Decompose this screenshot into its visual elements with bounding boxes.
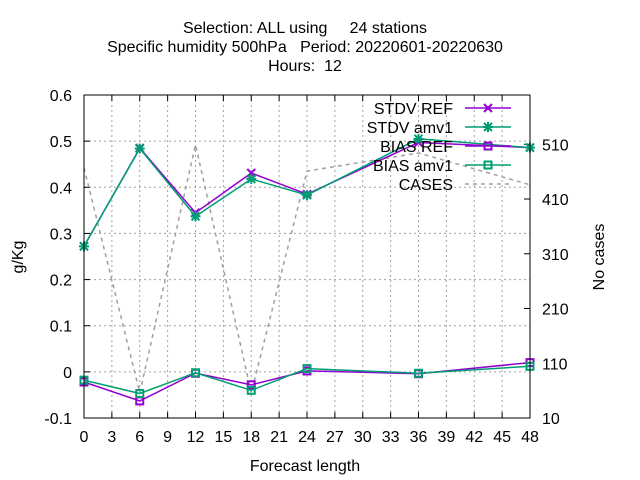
x-axis-ticks: 0 3 6 9 12 15 18 21 24 27 30 33 36 39 42 45 48 [80,95,539,446]
data-point-stdv-amv1 [413,133,424,144]
legend-entry-bias-ref: BIAS REF [380,139,511,156]
chart-title: Selection: ALL using 24 stations Specifi… [107,20,503,75]
legend-label: BIAS REF [380,139,453,156]
y-tick-label: 0.5 [50,134,72,151]
legend-marker [483,122,493,132]
series-line-bias-amv1 [83,365,531,395]
legend-entry-stdv-amv1: STDV amv1 [367,120,511,137]
x-tick-label: 18 [242,429,260,446]
y2-axis-label: No cases [591,224,608,291]
x-axis-label: Forecast length [250,458,360,475]
legend-marker [483,141,493,151]
data-point-stdv-amv1 [190,211,201,222]
legend-entry-bias-amv1: BIAS amv1 [373,158,511,175]
x-tick-label: 0 [80,429,89,446]
y2-tick-label: 110 [542,356,568,373]
data-point-bias-amv1 [191,368,200,378]
legend-label: BIAS amv1 [373,158,453,175]
x-tick-label: 30 [354,429,372,446]
y-tick-label: 0 [63,365,72,382]
x-tick-label: 24 [298,429,316,446]
x-tick-label: 12 [187,429,205,446]
legend: STDV REF STDV amv1 BIAS REF BIAS amv1 CASES [367,101,511,194]
x-tick-label: 33 [382,429,400,446]
legend-label: CASES [399,177,453,194]
title-line-2: Specific humidity 500hPa Period: 2022060… [107,39,503,56]
data-point-stdv-amv1 [134,143,145,154]
legend-marker [483,103,493,113]
data-point-bias-ref [246,380,256,390]
plot-series [79,133,535,406]
x-tick-label: 39 [437,429,455,446]
y-axis-label: g/Kg [10,241,27,274]
legend-entry-stdv-ref: STDV REF [374,101,511,118]
x-tick-label: 45 [493,429,511,446]
data-point-bias-amv1 [414,368,423,378]
y2-tick-label: 210 [542,302,569,319]
x-tick-label: 3 [107,429,116,446]
title-line-1: Selection: ALL using 24 stations [183,20,427,37]
x-tick-label: 42 [465,429,483,446]
y-tick-label: 0.6 [50,88,72,105]
legend-marker [483,160,493,170]
data-point-stdv-amv1 [302,190,312,201]
series-stdv-amv1 [79,133,535,252]
plot-frame [83,94,531,419]
x-tick-label: 36 [410,429,428,446]
data-point-bias-amv1 [246,385,256,395]
title-line-3: Hours: 12 [268,58,342,75]
x-tick-label: 9 [163,429,172,446]
x-tick-label: 21 [270,429,288,446]
series-cases [83,144,531,393]
data-point-stdv-amv1 [246,173,257,184]
y-tick-label: -0.1 [44,411,72,428]
y2-tick-label: 510 [542,137,569,154]
x-tick-label: 48 [521,429,539,446]
legend-entry-cases: CASES [399,177,511,194]
y2-tick-label: 410 [542,192,569,209]
x-tick-label: 6 [135,429,144,446]
legend-label: STDV REF [374,101,453,118]
y-axis-ticks: -0.1 0 0.1 0.2 0.3 0.4 0.5 0.6 [44,88,90,428]
x-tick-label: 15 [214,429,232,446]
grid-lines [84,95,530,418]
y2-axis-ticks: 10 110 210 310 410 510 [524,137,569,428]
y2-tick-label: 10 [542,411,560,428]
series-line-cases [83,144,531,393]
x-tick-label: 27 [326,429,344,446]
y2-tick-label: 310 [542,247,569,264]
y-tick-label: 0.1 [50,319,72,336]
y-tick-label: 0.3 [50,226,72,243]
legend-label: STDV amv1 [367,120,453,137]
y-tick-label: 0.4 [50,180,72,197]
y-tick-label: 0.2 [50,273,72,290]
data-point-bias-amv1 [135,389,145,399]
data-point-bias-amv1 [302,364,312,374]
